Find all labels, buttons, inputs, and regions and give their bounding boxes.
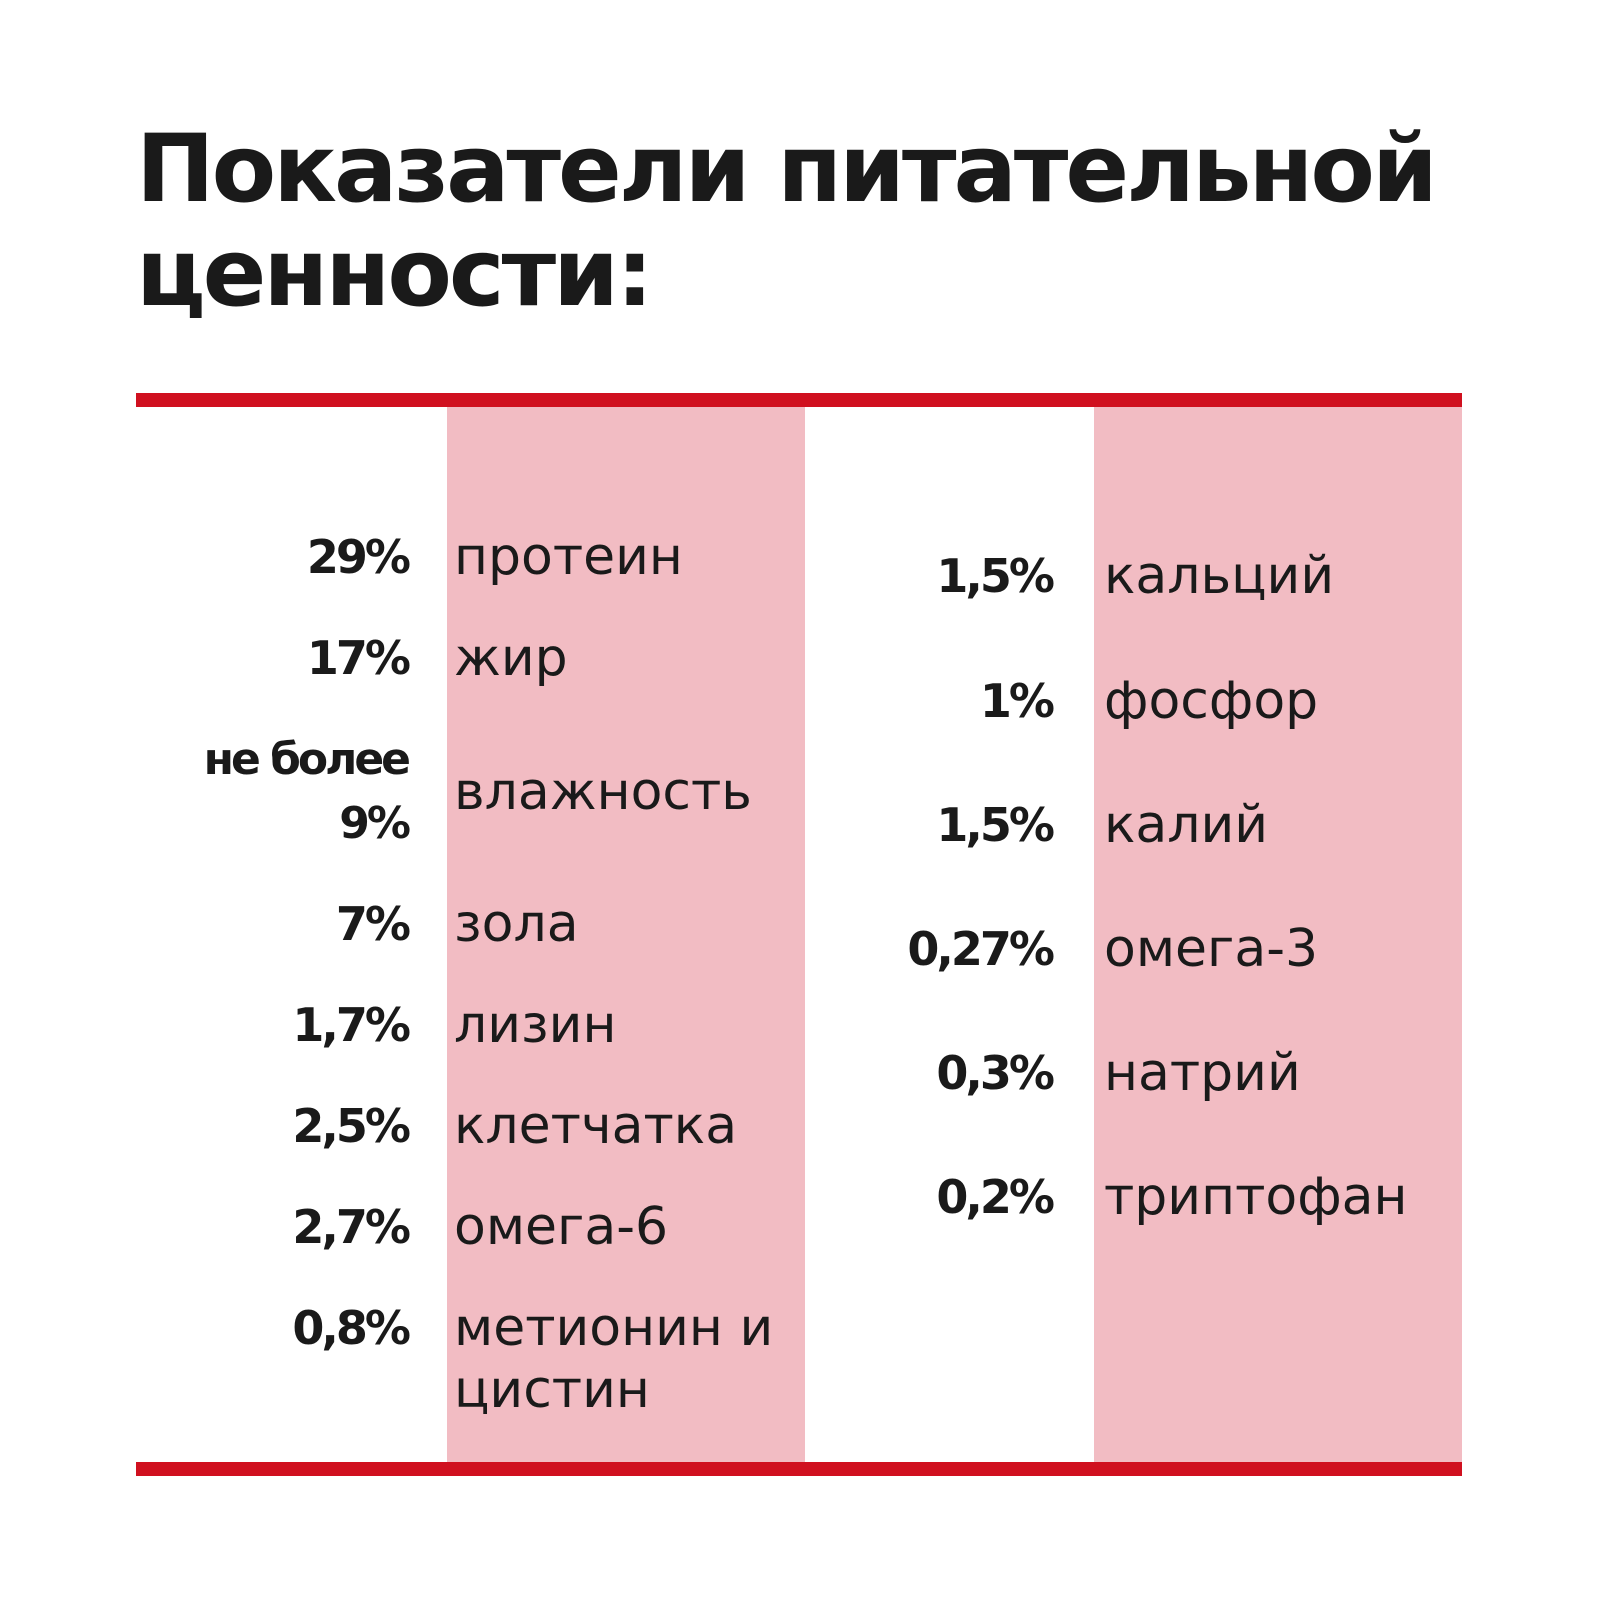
bottom-divider (136, 1462, 1462, 1476)
nutrient-row-methionine-cystine: 0,8% метионин и цистин (136, 1297, 784, 1421)
nutrient-value: 1,5% (936, 798, 1055, 852)
nutrient-value: 0,3% (936, 1046, 1055, 1100)
nutrient-name: лизин (454, 995, 617, 1055)
nutrient-row-calcium: 1,5% кальций (860, 545, 1434, 607)
nutrient-value: не более 9% (203, 734, 411, 849)
nutrient-row-fiber: 2,5% клетчатка (136, 1095, 784, 1157)
nutrient-name: протеин (454, 527, 683, 587)
nutrient-row-ash: 7% зола (136, 893, 784, 955)
nutrient-row-sodium: 0,3% натрий (860, 1042, 1434, 1104)
nutrient-value: 2,5% (292, 1099, 411, 1153)
nutrient-row-protein: 29% протеин (136, 526, 784, 588)
top-divider (136, 393, 1462, 407)
nutrient-name: фосфор (1104, 671, 1319, 731)
nutrient-name: жир (454, 628, 568, 688)
nutrient-value: 1% (979, 674, 1055, 728)
nutrient-row-fat: 17% жир (136, 627, 784, 689)
nutrient-row-omega-3: 0,27% омега-3 (860, 918, 1434, 980)
nutrient-value: 1,7% (292, 998, 411, 1052)
nutrient-value: 17% (306, 631, 411, 685)
nutrient-value: 2,7% (292, 1200, 411, 1254)
nutrient-name: зола (454, 894, 579, 954)
nutrient-name: метионин и цистин (454, 1298, 774, 1420)
left-names-band (447, 407, 805, 1462)
nutrient-value: 0,2% (936, 1170, 1055, 1224)
nutrient-row-phosphorus: 1% фосфор (860, 670, 1434, 732)
nutrient-name: триптофан (1104, 1167, 1408, 1227)
nutrient-row-omega-6: 2,7% омега-6 (136, 1196, 784, 1258)
nutrient-name: омега-6 (454, 1197, 669, 1257)
nutrient-value: 7% (335, 897, 411, 951)
nutrient-name: клетчатка (454, 1096, 738, 1156)
nutrient-name: влажность (454, 762, 752, 822)
nutrient-name: калий (1104, 795, 1269, 855)
right-names-band (1094, 407, 1462, 1462)
nutrient-value: 29% (306, 530, 411, 584)
nutrient-row-lysine: 1,7% лизин (136, 994, 784, 1056)
nutrient-row-potassium: 1,5% калий (860, 794, 1434, 856)
nutrient-name: омега-3 (1104, 919, 1319, 979)
nutrient-value: 1,5% (936, 549, 1055, 603)
nutrient-row-moisture: не более 9% влажность (136, 728, 784, 856)
nutrient-name: кальций (1104, 546, 1335, 606)
nutrient-value: 0,8% (292, 1301, 411, 1355)
nutrient-row-tryptophan: 0,2% триптофан (860, 1166, 1434, 1228)
nutrient-name: натрий (1104, 1043, 1301, 1103)
nutrient-value: 0,27% (907, 922, 1055, 976)
page-title: Показатели питательной ценности: (136, 115, 1438, 328)
